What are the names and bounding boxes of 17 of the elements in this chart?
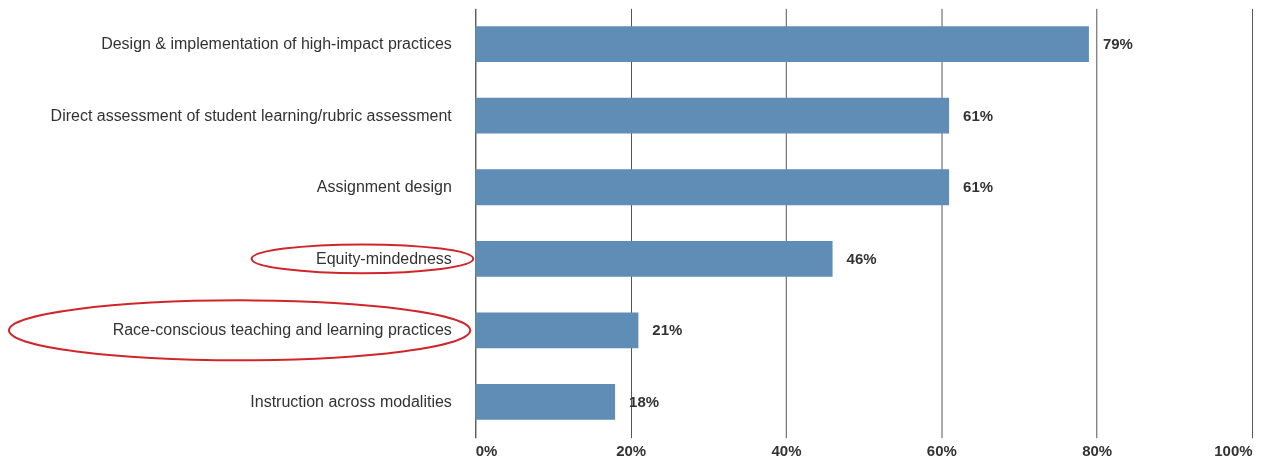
- y-tick-label: Design & implementation of high-impact practices: [101, 35, 452, 53]
- data-label: 79%: [1102, 35, 1133, 53]
- data-label: 21%: [652, 321, 683, 339]
- y-tick-label: Race-conscious teaching and learning practices: [112, 321, 452, 339]
- x-tick-label: 40%: [771, 442, 802, 460]
- x-tick-label: 100%: [1214, 442, 1253, 460]
- x-tick-label: 80%: [1082, 442, 1113, 460]
- y-tick-label: Instruction across modalities: [250, 392, 452, 410]
- x-tick-label: 60%: [926, 442, 957, 460]
- data-label: 61%: [963, 106, 994, 124]
- y-tick-label: Direct assessment of student learning/rubric assessment: [50, 106, 453, 124]
- data-label: 46%: [846, 249, 877, 267]
- x-tick-label: 0%: [475, 442, 498, 460]
- x-tick-label: 20%: [616, 442, 647, 460]
- y-tick-label: Assignment design: [316, 178, 452, 196]
- data-label: 61%: [963, 178, 994, 196]
- y-tick-label: Equity-mindedness: [315, 249, 452, 267]
